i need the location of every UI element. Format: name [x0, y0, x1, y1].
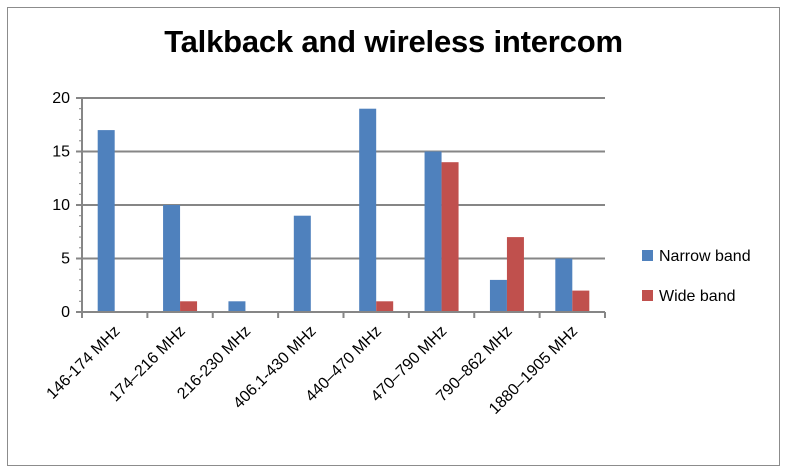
bars [97, 108, 590, 312]
gridlines [82, 97, 605, 260]
y-tick-label: 5 [61, 251, 70, 268]
legend: Narrow band Wide band [642, 248, 751, 305]
bar-narrow-band [555, 258, 573, 312]
bar-narrow-band [293, 215, 311, 312]
bar-narrow-band [489, 279, 507, 312]
legend-label: Narrow band [659, 248, 751, 265]
bar-narrow-band [97, 130, 115, 312]
chart-area [7, 7, 780, 466]
legend-label: Wide band [659, 288, 736, 305]
y-tick-label: 10 [52, 197, 70, 214]
y-axis-ticks: 0 5 10 15 20 [52, 90, 82, 321]
y-tick-label: 15 [52, 144, 70, 161]
bar-wide-band [506, 237, 524, 312]
bar-wide-band [180, 301, 198, 312]
bar-narrow-band [163, 205, 181, 312]
bar-wide-band [441, 162, 459, 312]
chart-title: Talkback and wireless intercom [164, 24, 623, 59]
bar-narrow-band [424, 151, 442, 312]
bar-wide-band [376, 301, 394, 312]
bar-wide-band [572, 290, 590, 312]
legend-swatch [642, 290, 653, 301]
y-tick-label: 20 [52, 90, 70, 107]
bar-narrow-band [359, 108, 377, 312]
legend-swatch [642, 250, 653, 261]
bar-narrow-band [228, 301, 246, 312]
y-tick-label: 0 [61, 304, 70, 321]
